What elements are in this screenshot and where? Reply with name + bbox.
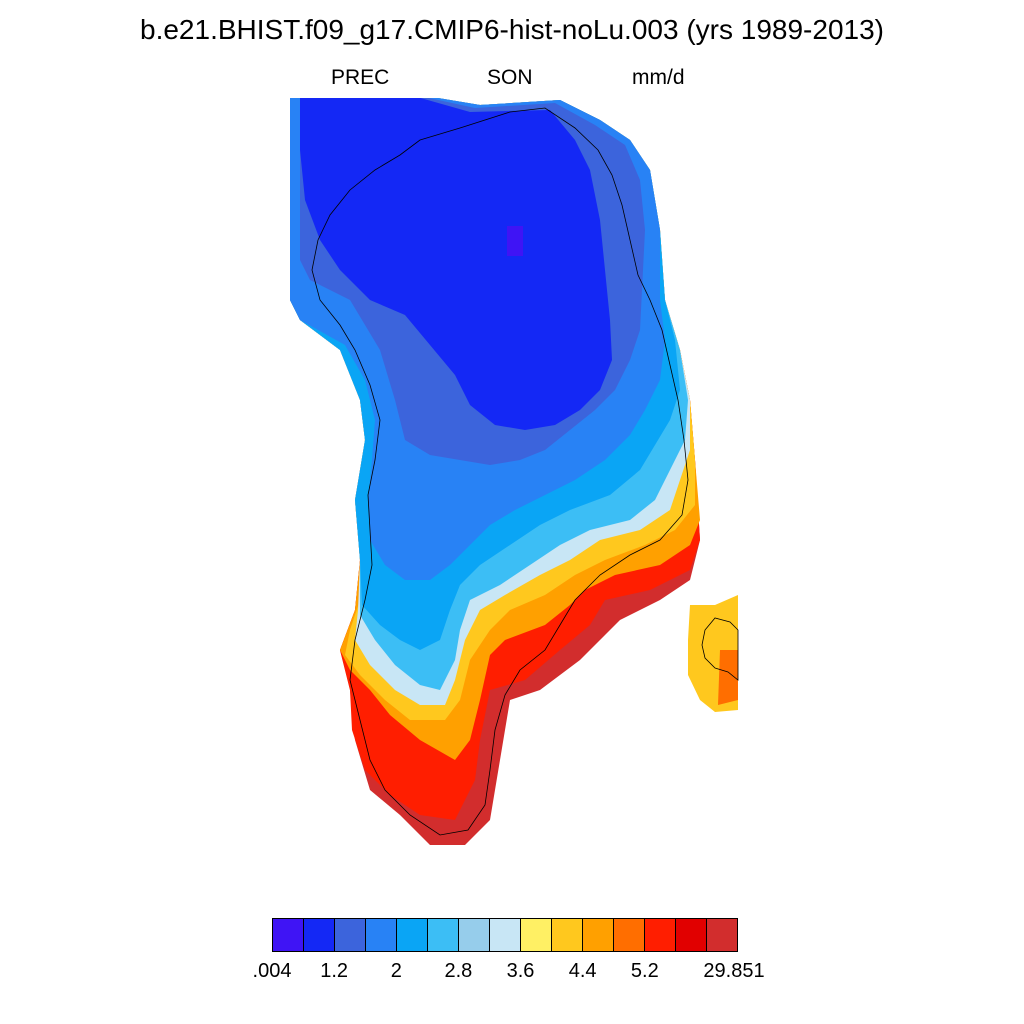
variable-label: PREC: [331, 66, 390, 89]
colorbar-box-8: [521, 919, 552, 951]
colorbar-box-14: [707, 919, 737, 951]
colorbar-box-12: [645, 919, 676, 951]
colorbar-label: 1.2: [320, 960, 349, 982]
colorbar-box-13: [676, 919, 707, 951]
colorbar-box-9: [552, 919, 583, 951]
colorbar-label: 2.8: [444, 960, 473, 982]
greenland-coastline: [311, 107, 689, 836]
plot-title: b.e21.BHIST.f09_g17.CMIP6-hist-noLu.003 …: [140, 14, 884, 45]
colorbar: [272, 918, 738, 952]
colorbar-box-1: [304, 919, 335, 951]
colorbar-label: 4.4: [568, 960, 597, 982]
colorbar-box-11: [614, 919, 645, 951]
units-label: mm/d: [632, 66, 685, 89]
colorbar-box-5: [428, 919, 459, 951]
colorbar-box-7: [490, 919, 521, 951]
colorbar-box-6: [459, 919, 490, 951]
colorbar-label: 3.6: [506, 960, 535, 982]
season-label: SON: [487, 66, 533, 89]
colorbar-label: 29.851: [703, 960, 765, 982]
precip-minimum-cell: [507, 226, 523, 256]
iceland-precip-high: [718, 650, 738, 705]
colorbar-box-2: [335, 919, 366, 951]
iceland-coastline: [701, 617, 739, 681]
precip-band-min: [300, 98, 612, 430]
colorbar-label: .004: [252, 960, 292, 982]
colorbar-label: 5.2: [630, 960, 659, 982]
colorbar-box-4: [397, 919, 428, 951]
colorbar-box-10: [583, 919, 614, 951]
colorbar-label: 2: [390, 960, 402, 982]
colorbar-box-0: [273, 919, 304, 951]
colorbar-box-3: [366, 919, 397, 951]
